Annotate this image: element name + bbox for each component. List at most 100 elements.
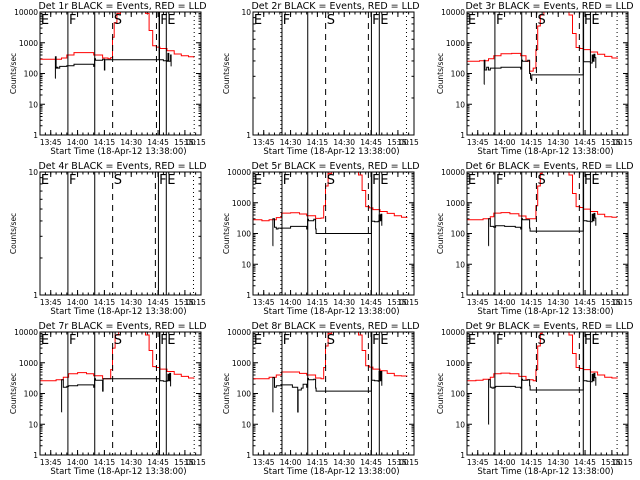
chart-svg: Det 6r BLACK = Events, RED = LLD 1 10 100 10… <box>436 161 634 317</box>
x-tick-label: 14:45 <box>574 298 596 307</box>
plot-frame <box>252 171 415 296</box>
y-tick-label: 1000 <box>232 359 251 368</box>
chart-title: Det 6r BLACK = Events, RED = LLD <box>465 161 633 172</box>
x-tick-label: 14:15 <box>94 298 116 307</box>
annotation-letter-e: E <box>254 13 262 28</box>
y-tick-label: 1 <box>33 131 38 140</box>
plot-frame <box>466 11 629 136</box>
annotation-letter-e: E <box>167 333 175 348</box>
chart-svg: Det 1r BLACK = Events, RED = LLD 1 10 100 10… <box>9 1 207 157</box>
series-events-line <box>483 12 597 85</box>
x-tick-label: 14:30 <box>120 458 142 467</box>
x-tick-label: 15:00 <box>174 298 196 307</box>
x-tick-label: 14:00 <box>67 138 89 147</box>
chart-svg: Det 3r BLACK = Events, RED = LLD 1 10 100 10… <box>436 1 634 157</box>
annotation-letter-f: F <box>372 333 379 348</box>
x-tick-label: 14:00 <box>494 298 516 307</box>
x-tick-label: 14:45 <box>574 138 596 147</box>
x-tick-label: 14:45 <box>360 458 382 467</box>
chart-svg: Det 9r BLACK = Events, RED = LLD 1 10 100 10… <box>436 321 634 477</box>
annotation-letter-e: E <box>468 173 476 188</box>
annotation-letter-e: E <box>591 333 599 348</box>
annotation-letter-s: S <box>537 173 545 188</box>
annotation-letter-e: E <box>167 173 175 188</box>
y-tick-label: 10 <box>241 420 251 429</box>
y-tick-label: 1 <box>33 451 38 460</box>
annotation-letter-f: F <box>372 173 379 188</box>
y-axis-label: Counts/sec <box>9 53 18 94</box>
annotation-letter-f: F <box>496 13 503 28</box>
x-tick-label: 14:15 <box>307 458 329 467</box>
annotation-letter-f: F <box>160 333 167 348</box>
plot-frame <box>39 171 202 296</box>
x-tick-label: 14:30 <box>333 298 355 307</box>
annotation-letter-e: E <box>41 333 49 348</box>
annotation-letter-s: S <box>114 13 122 28</box>
x-tick-label: 15:00 <box>601 298 623 307</box>
annotation-letter-e: E <box>41 13 49 28</box>
x-tick-label: 15:15 <box>397 298 419 307</box>
x-tick-label: 14:45 <box>360 298 382 307</box>
annotation-letter-s: S <box>327 173 335 188</box>
panel-det-2r: Det 2r BLACK = Events, RED = LLD 1 10 13:45… <box>213 0 426 160</box>
chart-svg: Det 8r BLACK = Events, RED = LLD 1 10 100 10… <box>222 321 420 477</box>
y-axis-label: Counts/sec <box>436 53 445 94</box>
y-tick-label: 10000 <box>14 328 38 337</box>
annotation-letter-s: S <box>327 333 335 348</box>
annotation-letter-f: F <box>69 13 76 28</box>
x-tick-label: 14:45 <box>147 138 169 147</box>
y-axis-label: Counts/sec <box>9 373 18 414</box>
series-events-line <box>488 332 597 425</box>
x-tick-label: 15:00 <box>174 138 196 147</box>
y-tick-label: 1 <box>246 131 251 140</box>
x-tick-label: 15:15 <box>184 458 206 467</box>
chart-title: Det 8r BLACK = Events, RED = LLD <box>251 321 419 332</box>
chart-title: Det 3r BLACK = Events, RED = LLD <box>465 1 633 12</box>
chart-title: Det 7r BLACK = Events, RED = LLD <box>38 321 206 332</box>
panel-det-6r: Det 6r BLACK = Events, RED = LLD 1 10 100 10… <box>427 160 640 320</box>
y-tick-label: 100 <box>237 230 252 239</box>
annotation-letter-e: E <box>254 333 262 348</box>
annotation-letter-e: E <box>254 173 262 188</box>
x-axis-label: Start Time (18-Apr-12 13:38:00) <box>477 467 613 477</box>
x-tick-label: 14:15 <box>94 458 116 467</box>
annotation-letter-e: E <box>591 13 599 28</box>
y-tick-label: 100 <box>451 230 466 239</box>
annotation-letter-f: F <box>69 333 76 348</box>
annotation-letter-f: F <box>372 13 379 28</box>
x-tick-label: 14:45 <box>147 458 169 467</box>
y-tick-label: 1000 <box>446 199 465 208</box>
x-tick-label: 13:45 <box>467 458 489 467</box>
x-tick-label: 13:45 <box>253 458 275 467</box>
annotation-letter-f: F <box>283 13 290 28</box>
y-tick-label: 10000 <box>441 328 465 337</box>
panel-det-4r: Det 4r BLACK = Events, RED = LLD 1 10 13:45… <box>0 160 213 320</box>
y-tick-label: 10 <box>455 420 465 429</box>
y-tick-label: 10000 <box>227 328 251 337</box>
y-axis-label: Counts/sec <box>222 53 231 94</box>
annotation-letter-f: F <box>584 173 591 188</box>
x-tick-label: 14:15 <box>307 138 329 147</box>
x-tick-label: 14:15 <box>521 138 543 147</box>
x-tick-label: 15:15 <box>611 458 633 467</box>
annotation-letter-s: S <box>114 173 122 188</box>
chart-title: Det 5r BLACK = Events, RED = LLD <box>251 161 419 172</box>
x-tick-label: 14:30 <box>547 138 569 147</box>
chart-svg: Det 5r BLACK = Events, RED = LLD 1 10 100 10… <box>222 161 420 317</box>
annotation-letter-f: F <box>584 333 591 348</box>
annotation-letter-s: S <box>114 333 122 348</box>
y-tick-label: 10 <box>28 100 38 109</box>
plot-frame <box>39 11 202 136</box>
x-tick-label: 14:15 <box>307 298 329 307</box>
x-tick-label: 14:00 <box>494 458 516 467</box>
x-tick-label: 15:00 <box>601 458 623 467</box>
y-axis-label: Counts/sec <box>9 213 18 254</box>
x-tick-label: 14:15 <box>521 298 543 307</box>
series-lld-line <box>253 172 408 222</box>
y-tick-label: 10 <box>241 260 251 269</box>
y-tick-label: 10 <box>455 100 465 109</box>
annotation-letter-f: F <box>283 173 290 188</box>
chart-svg: Det 7r BLACK = Events, RED = LLD 1 10 100 10… <box>9 321 207 477</box>
x-axis-label: Start Time (18-Apr-12 13:38:00) <box>477 307 613 317</box>
x-axis-label: Start Time (18-Apr-12 13:38:00) <box>50 467 186 477</box>
